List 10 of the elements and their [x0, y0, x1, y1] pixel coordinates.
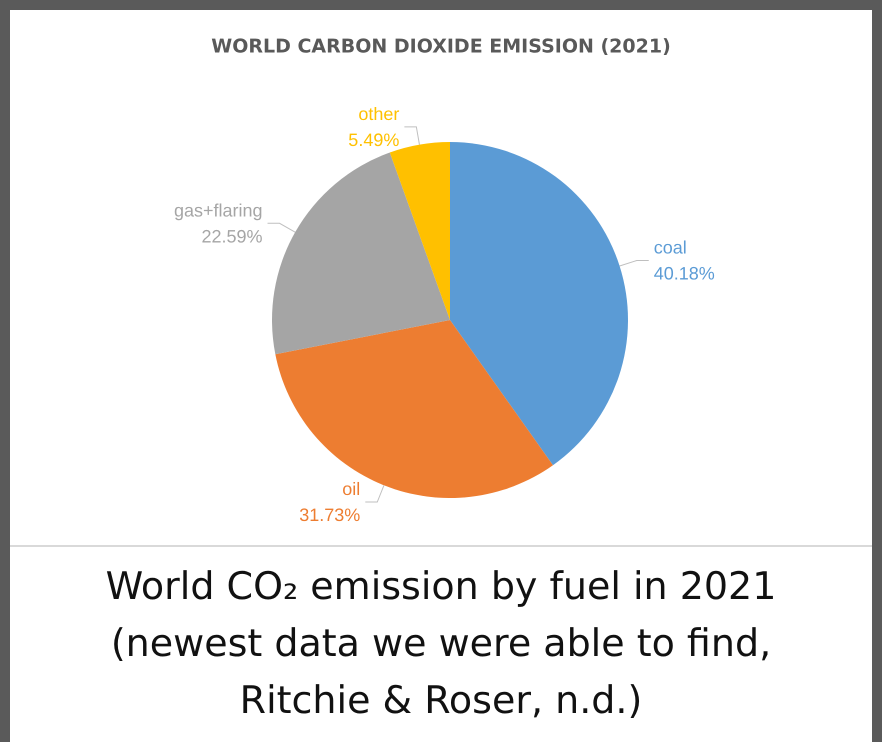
data-label: 40.18% [654, 264, 715, 284]
chart-title: WORLD CARBON DIOXIDE EMISSION (2021) [211, 36, 671, 58]
slice-label: other [358, 104, 400, 124]
data-label: 22.59% [201, 226, 263, 246]
slice-label: gas+flaring [174, 200, 263, 220]
data-label: 5.49% [348, 130, 400, 150]
text: World CO₂ emission by fuel in 2021 (newest data we were able to find, Ritchie & Roser, n.d.) [104, 563, 778, 724]
slice-label: oil [342, 479, 360, 500]
data-label: 31.73% [299, 505, 360, 526]
slice-label: coal [654, 238, 687, 258]
